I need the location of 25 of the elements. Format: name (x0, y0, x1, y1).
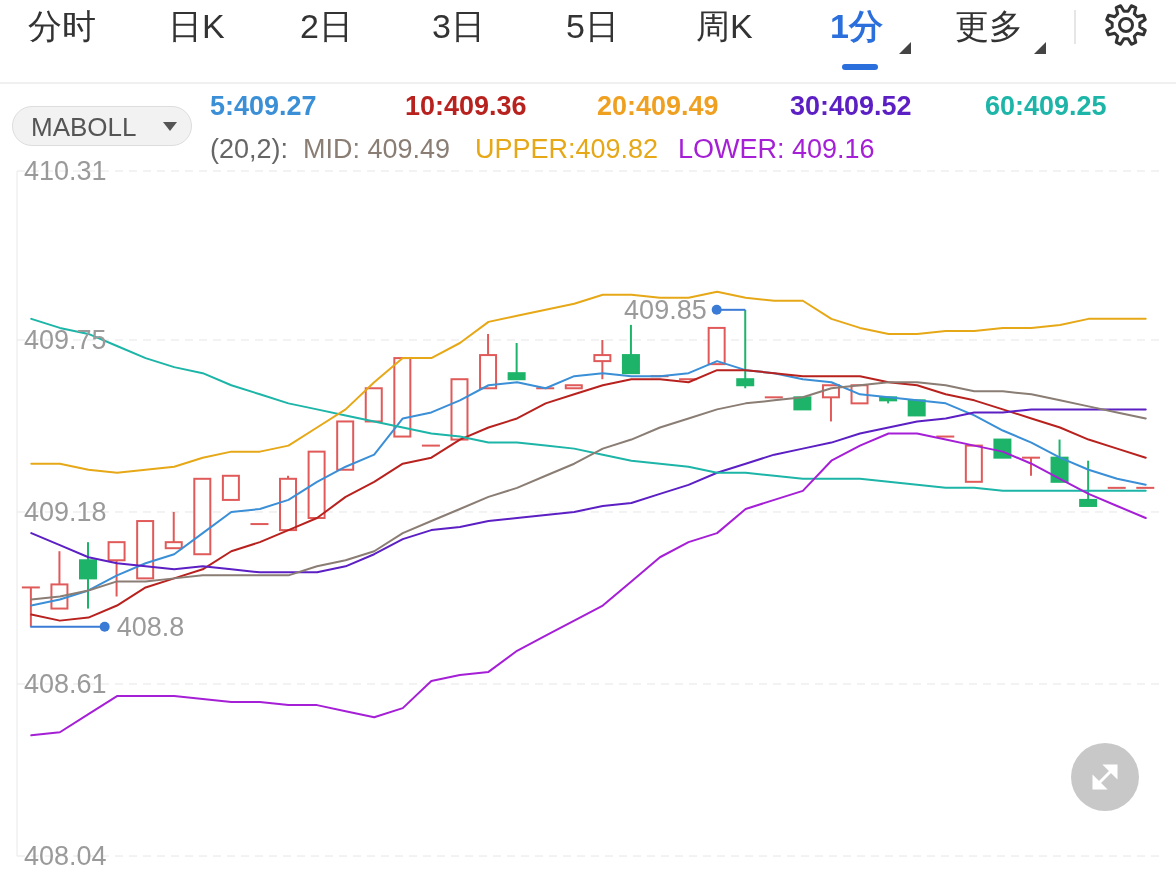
y-tick-label: 408.04 (24, 841, 107, 871)
text: 1分 (830, 6, 883, 47)
annotation: 409.85 (624, 294, 707, 325)
text: 30:409.52 (790, 90, 912, 123)
text: MID: 409.49 (303, 133, 451, 166)
text: 日K (168, 6, 225, 47)
y-tick-label: 409.18 (24, 496, 107, 527)
y-tick-label: 410.31 (24, 156, 107, 186)
text: LOWER: 409.16 (678, 133, 875, 166)
text: 周K (696, 6, 753, 47)
text: 20:409.49 (597, 90, 719, 123)
text: 2日 (300, 6, 353, 47)
text: 60:409.25 (985, 90, 1107, 123)
y-tick-label: 408.61 (24, 669, 107, 699)
text: 5:409.27 (210, 90, 317, 123)
text: MABOLL (31, 111, 137, 143)
text: 更多 (955, 6, 1023, 47)
text: 3日 (432, 6, 485, 47)
text: 分时 (28, 6, 96, 47)
y-tick-label: 409.75 (24, 324, 107, 355)
text: UPPER:409.82 (475, 133, 659, 166)
annotation: 408.8 (116, 611, 185, 642)
text: 10:409.36 (405, 90, 527, 123)
legend-title: (20,2): (210, 133, 289, 166)
text: 5日 (566, 6, 619, 47)
